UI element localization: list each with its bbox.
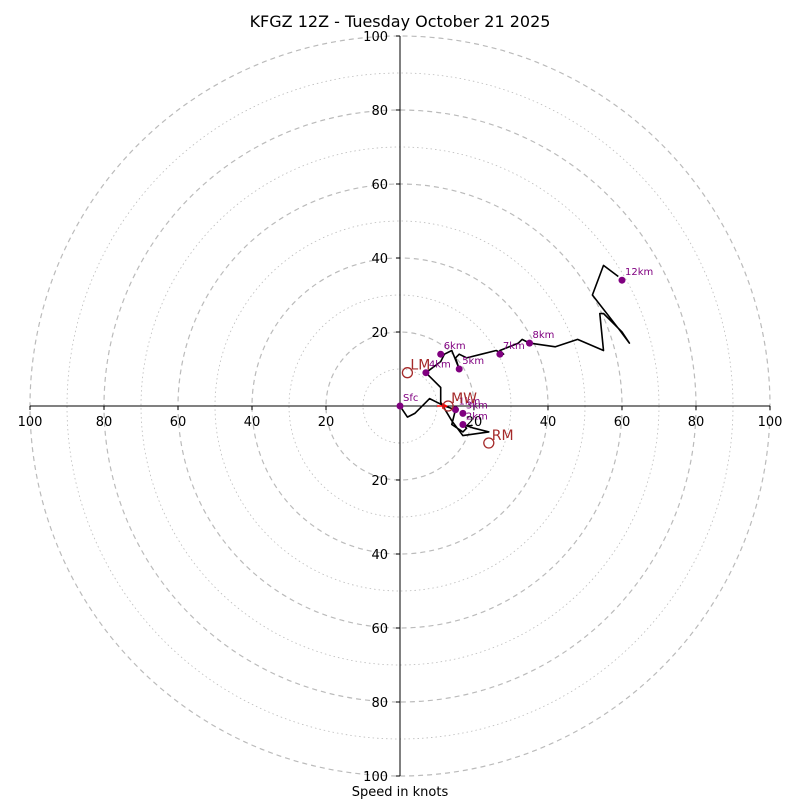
height-marker-dot [618, 276, 626, 284]
storm-motion-label: LM [410, 358, 430, 374]
hodograph-line [399, 264, 631, 437]
y-tick-label: 20 [371, 474, 388, 489]
x-tick-label: 60 [170, 415, 187, 430]
hodograph-trace [399, 264, 631, 437]
storm-motion-label: RM [492, 428, 514, 444]
height-marker-label: 1km [459, 397, 481, 408]
storm-motion-markers: LM MW RM [401, 358, 514, 449]
y-tick-label: 60 [371, 178, 388, 193]
height-marker-label: 4km [429, 360, 451, 371]
x-axis-label: Speed in knots [352, 785, 449, 800]
height-marker-dot [526, 339, 533, 347]
x-tick-label: 80 [96, 415, 113, 430]
y-tick-label: 40 [371, 548, 388, 563]
height-marker-dot [452, 406, 459, 414]
height-marker-label: 6km [444, 341, 466, 352]
y-tick-label: 100 [363, 30, 388, 45]
chart-title: KFGZ 12Z - Tuesday October 21 2025 [250, 12, 551, 31]
storm-motion-marker [401, 367, 414, 379]
height-marker-dot [455, 365, 463, 373]
x-tick-label: 100 [758, 415, 783, 430]
height-marker-dot [422, 369, 430, 377]
height-marker-label: 12km [625, 267, 653, 278]
storm-motion-marker [483, 437, 495, 449]
height-marker-label: 8km [533, 330, 555, 341]
height-marker-dot [496, 350, 504, 358]
height-marker-dot [396, 402, 404, 410]
height-marker-label: 3km [466, 400, 488, 411]
y-tick-label: 80 [371, 696, 388, 711]
x-tick-label: 60 [614, 415, 631, 430]
storm-motion-label: MW [451, 391, 477, 407]
x-tick-label: 100 [18, 415, 43, 430]
height-marker-label: 5km [462, 356, 484, 367]
height-marker-label: 2km [466, 412, 488, 423]
x-tick-label: 80 [688, 415, 705, 430]
y-tick-label: 40 [371, 252, 388, 267]
height-marker-dot [459, 409, 467, 417]
y-tick-label: 20 [371, 326, 388, 341]
ring-labels: 100 80 60 40 20 20 40 60 80 100100806040202040608… [18, 30, 783, 785]
y-tick-label: 100 [363, 770, 388, 785]
y-tick-label: 60 [371, 622, 388, 637]
height-marker-label: 7km [503, 341, 525, 352]
x-tick-label: 40 [540, 415, 557, 430]
height-marker-label: Sfc [403, 393, 418, 404]
x-tick-label: 20 [318, 415, 335, 430]
height-marker-dot [437, 350, 445, 358]
x-tick-label: 40 [244, 415, 261, 430]
storm-motion-marker [442, 400, 454, 412]
y-tick-label: 80 [371, 104, 388, 119]
height-marker-dot [459, 421, 467, 428]
